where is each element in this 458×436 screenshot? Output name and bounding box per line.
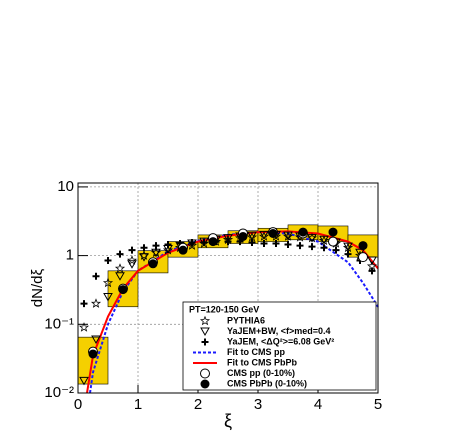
legend-label: CMS PbPb (0-10%): [227, 378, 307, 388]
marker: [298, 227, 308, 237]
legend-label: YaJEM+BW, <f>med=0.4: [227, 326, 331, 336]
marker: [200, 379, 210, 389]
legend-label: Fit to CMS pp: [227, 347, 285, 357]
x-tick-label: 1: [134, 396, 142, 413]
marker: [343, 242, 353, 252]
marker: [268, 228, 278, 238]
plot-frame: [77, 182, 379, 394]
marker: [368, 267, 376, 275]
marker: [283, 231, 293, 241]
legend-label: PYTHIA6: [227, 315, 265, 325]
y-tick-label: 10⁻²: [44, 384, 74, 401]
marker: [79, 376, 89, 386]
marker: [272, 240, 280, 248]
marker: [296, 242, 304, 250]
marker: [284, 241, 292, 249]
marker: [138, 250, 150, 260]
marker: [307, 234, 317, 243]
marker: [319, 235, 329, 245]
marker: [224, 238, 232, 246]
marker: [200, 239, 208, 247]
y-axis-label: dN/dξ: [29, 269, 46, 308]
marker: [358, 252, 368, 263]
marker: [358, 241, 368, 251]
marker: [188, 239, 196, 247]
legend-label: YaJEM, <ΔQ²>=6.08 GeV²: [227, 336, 334, 346]
marker: [332, 246, 340, 254]
y-tick-label: 10⁻¹: [44, 315, 74, 332]
marker: [118, 285, 128, 295]
marker: [88, 349, 98, 359]
legend-box: [182, 301, 377, 391]
marker: [201, 338, 209, 346]
marker: [148, 259, 158, 269]
marker: [91, 335, 101, 345]
marker: [139, 253, 149, 262]
plot-marks: [77, 224, 379, 394]
marker: [308, 243, 316, 251]
marker: [344, 250, 352, 258]
x-axis-label: ξ: [224, 411, 232, 431]
marker: [152, 242, 160, 250]
marker: [164, 241, 172, 249]
marker: [328, 227, 338, 237]
marker: [199, 315, 211, 326]
marker: [200, 327, 210, 337]
x-tick-label: 4: [314, 396, 322, 413]
marker: [320, 244, 328, 252]
legend-title: PT=120-150 GeV: [189, 304, 259, 314]
marker: [151, 248, 161, 258]
marker: [328, 236, 338, 247]
x-tick-label: 5: [374, 396, 382, 413]
marker: [127, 260, 137, 269]
marker: [126, 255, 138, 265]
marker: [208, 237, 218, 247]
marker: [116, 250, 124, 258]
marker: [114, 263, 126, 273]
marker: [128, 246, 136, 254]
marker: [80, 300, 88, 308]
marker: [102, 277, 114, 288]
marker: [238, 231, 248, 241]
marker: [90, 298, 102, 308]
y-tick-label: 1: [66, 247, 74, 264]
marker: [200, 368, 210, 379]
marker: [103, 292, 113, 302]
marker: [104, 256, 112, 264]
marker: [92, 272, 100, 280]
marker: [223, 234, 233, 243]
marker: [178, 245, 188, 255]
x-tick-label: 0: [74, 396, 82, 413]
y-tick-label: 10: [57, 178, 74, 195]
marker: [260, 240, 268, 248]
marker: [115, 272, 125, 281]
x-tick-label: 3: [254, 396, 262, 413]
marker: [247, 231, 257, 241]
marker: [78, 322, 90, 332]
marker: [140, 244, 148, 252]
legend-label: CMS pp (0-10%): [227, 368, 295, 378]
marker: [367, 256, 377, 265]
marker: [248, 239, 256, 247]
marker: [259, 230, 269, 240]
legend-label: Fit to CMS PbPb: [227, 357, 297, 367]
x-tick-label: 2: [194, 396, 202, 413]
